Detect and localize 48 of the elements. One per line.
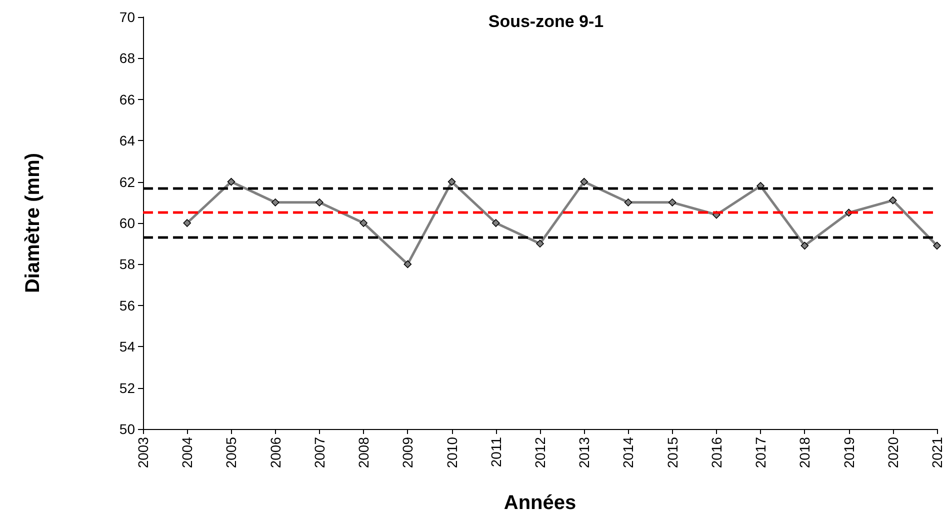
x-tick-label: 2008: [356, 436, 372, 468]
x-tick-label: 2009: [400, 436, 416, 468]
x-tick-label: 2014: [620, 436, 636, 468]
x-tick-label: 2012: [532, 436, 548, 468]
point: [536, 240, 544, 248]
x-tick-label: 2011: [488, 436, 504, 468]
y-tick-label: 68: [119, 50, 136, 66]
y-tick-label: 66: [119, 91, 136, 108]
point: [624, 198, 632, 206]
x-tick-label: 2019: [840, 436, 857, 468]
point: [933, 242, 941, 250]
point: [227, 178, 236, 186]
y-tick-label: 70: [119, 9, 136, 25]
point: [316, 198, 324, 206]
x-tick-label: 2013: [576, 436, 592, 468]
x-tick-label: 2015: [664, 436, 680, 468]
point: [360, 219, 368, 227]
y-tick-label: 60: [119, 215, 136, 231]
x-tick-label: 2007: [311, 436, 328, 468]
point: [580, 178, 588, 186]
x-tick-label: 2010: [444, 436, 460, 468]
point: [183, 219, 192, 227]
x-tick-label: 2003: [135, 436, 151, 468]
x-tick-label: 2005: [223, 436, 240, 468]
y-tick-label: 54: [119, 338, 136, 355]
point: [668, 198, 676, 206]
point: [800, 242, 809, 250]
point: [448, 178, 456, 186]
y-tick-label: 64: [119, 132, 136, 149]
x-tick-label: 2006: [267, 436, 284, 468]
point: [271, 198, 280, 206]
x-axis-title: Années: [504, 492, 576, 514]
y-tick-label: 52: [119, 380, 136, 396]
x-tick-label: 2004: [179, 436, 196, 468]
y-axis-title: Diamètre (mm): [22, 152, 44, 294]
point: [888, 196, 897, 204]
x-tick-label: 2021: [929, 436, 944, 468]
x-tick-label: 2016: [708, 436, 724, 468]
y-tick-label: 62: [119, 174, 136, 190]
y-tick-label: 56: [119, 297, 136, 314]
chart-title: Sous-zone 9-1: [488, 12, 604, 31]
point: [492, 219, 500, 227]
x-tick-label: 2018: [796, 436, 813, 468]
x-tick-label: 2017: [752, 436, 769, 468]
x-tick-label: 2020: [884, 436, 901, 468]
y-tick-label: 50: [119, 421, 136, 437]
y-tick-label: 58: [119, 256, 136, 272]
point: [404, 260, 412, 268]
